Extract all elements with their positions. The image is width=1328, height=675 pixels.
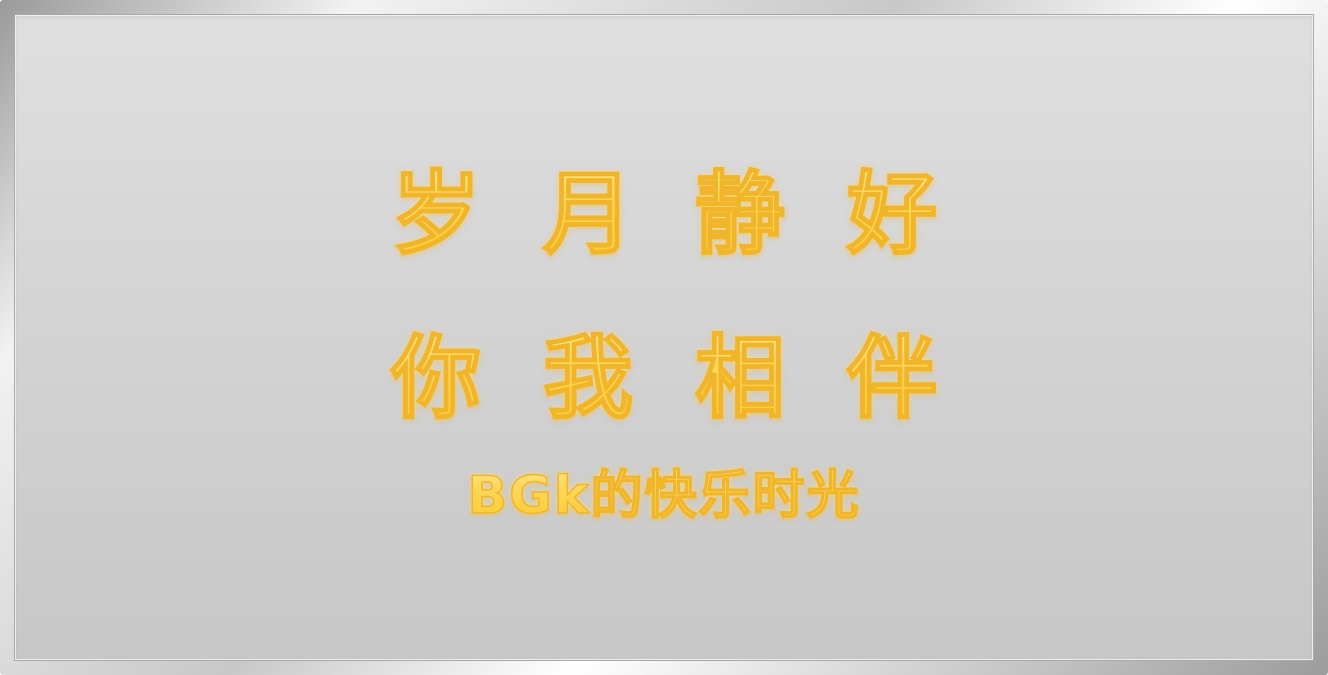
banner-line-1: 岁月静好 [15,141,1313,271]
banner-line-3: BGk的快乐时光 [15,453,1313,528]
banner-panel: 岁月静好 你我相伴 BGk的快乐时光 [14,14,1314,661]
banner-line-2: 你我相伴 [15,305,1313,435]
